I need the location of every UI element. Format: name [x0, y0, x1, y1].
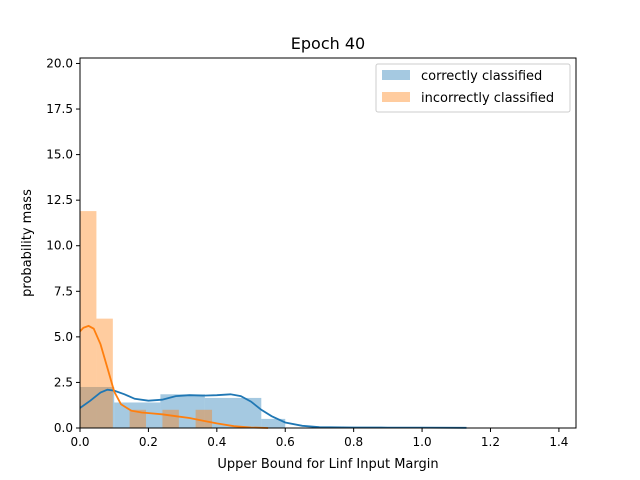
x-tick-label: 0.6 [276, 435, 295, 449]
y-tick-label: 5.0 [54, 330, 73, 344]
legend-box [375, 63, 571, 113]
bar-incorrect-2 [129, 409, 147, 428]
legend: correctly classified incorrectly classif… [375, 63, 571, 113]
y-axis: 0.0 2.5 5.0 7.5 10.0 12.5 15.0 17.5 20.0 [46, 56, 80, 435]
y-tick-label: 15.0 [46, 148, 73, 162]
x-axis-label: Upper Bound for Linf Input Margin [217, 457, 438, 472]
kde-layer [79, 324, 467, 429]
bar-incorrect-3 [162, 409, 179, 428]
bar-correct-4 [261, 418, 286, 428]
y-tick-label: 17.5 [46, 102, 73, 116]
bar-correct-0 [80, 386, 115, 428]
bar-incorrect-0 [80, 211, 97, 428]
plot-frame [79, 57, 577, 429]
x-tick-label: 1.4 [549, 435, 568, 449]
y-tick-label: 20.0 [46, 56, 73, 70]
legend-swatch-correct [382, 70, 410, 80]
legend-label-incorrect: incorrectly classified [421, 91, 554, 106]
kde-line-incorrect [79, 324, 269, 429]
bar-correct-2 [160, 394, 205, 428]
x-tick-label: 0.0 [70, 435, 89, 449]
legend-swatch-incorrect [382, 92, 410, 102]
x-tick-label: 0.2 [139, 435, 158, 449]
x-tick-label: 0.4 [207, 435, 226, 449]
y-tick-label: 7.5 [54, 284, 73, 298]
x-tick-label: 1.0 [413, 435, 432, 449]
legend-label-correct: correctly classified [421, 69, 542, 84]
y-tick-label: 0.0 [54, 421, 73, 435]
bar-correct-1 [114, 402, 161, 428]
x-tick-label: 0.8 [344, 435, 363, 449]
y-tick-label: 2.5 [54, 375, 73, 389]
bar-incorrect-4 [195, 409, 213, 428]
y-axis-label: probability mass [20, 189, 35, 297]
x-tick-label: 1.2 [481, 435, 500, 449]
y-tick-label: 12.5 [46, 193, 73, 207]
y-tick-label: 10.0 [46, 239, 73, 253]
chart-title: Epoch 40 [291, 34, 365, 53]
x-axis: 0.0 0.2 0.4 0.6 0.8 1.0 1.2 1.4 [70, 428, 568, 449]
bar-incorrect-1 [96, 318, 113, 428]
